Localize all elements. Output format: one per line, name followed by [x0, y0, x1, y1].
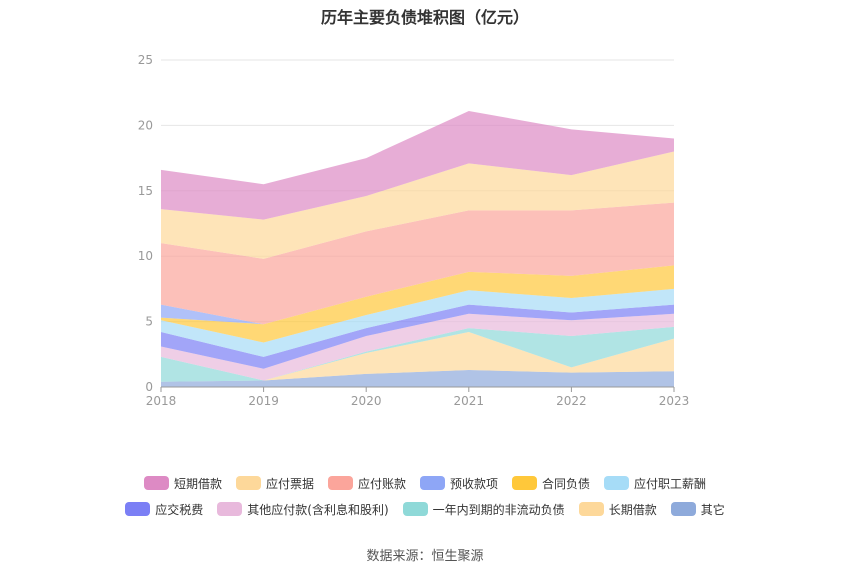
legend-label: 应交税费 [155, 502, 204, 517]
x-axis: 2018 2019 2020 2021 2022 2023 [146, 386, 690, 408]
legend-item[interactable]: 长期借款 [578, 501, 657, 518]
area-series-0 [161, 370, 674, 387]
y-tick-label: 20 [138, 118, 153, 132]
legend-label: 预收款项 [450, 476, 499, 491]
area-series-8 [161, 202, 674, 325]
stacked-area-chart: 0 5 10 15 20 25 2018 2019 2020 2021 2022 2023 [138, 53, 690, 408]
legend-item[interactable]: 应付账款 [327, 475, 406, 492]
x-tick-label: 2023 [659, 394, 690, 408]
legend-swatch [420, 476, 445, 490]
y-tick-label: 10 [138, 249, 153, 263]
area-series-6 [161, 265, 674, 343]
x-tick-label: 2020 [351, 394, 382, 408]
legend-label: 应付票据 [265, 476, 314, 491]
area-series-7 [161, 265, 674, 325]
legend-swatch [143, 476, 169, 490]
legend-swatch [235, 476, 261, 490]
y-tick-label: 25 [138, 53, 153, 67]
y-axis-ticks: 0 5 10 15 20 25 [138, 53, 153, 394]
area-series-2 [161, 326, 674, 382]
x-tick-label: 2019 [248, 394, 279, 408]
y-tick-label: 0 [145, 380, 153, 394]
legend-item[interactable]: 短期借款 [143, 475, 222, 492]
area-series-10 [161, 111, 674, 220]
x-tick-label: 2018 [146, 394, 177, 408]
legend-label: 其他应付款(含利息和股利) [247, 502, 389, 517]
area-series-5 [161, 288, 674, 357]
legend: 短期借款 应付票据 应付账款 预收款项 合同负债 应付职工薪酬 应交税费 其他应付款(含利息… [0, 470, 850, 522]
area-series [161, 111, 674, 387]
legend-label: 其它 [700, 502, 725, 517]
legend-label: 合同负债 [542, 476, 591, 491]
legend-swatch [125, 502, 151, 516]
y-tick-label: 15 [138, 184, 153, 198]
legend-item[interactable]: 预收款项 [420, 475, 498, 492]
legend-swatch [670, 502, 696, 516]
legend-label: 应付职工薪酬 [634, 476, 707, 491]
legend-swatch [217, 502, 243, 516]
legend-swatch [512, 476, 538, 490]
y-tick-label: 5 [145, 315, 153, 329]
legend-swatch [578, 502, 604, 516]
legend-item[interactable]: 合同负债 [512, 475, 590, 492]
legend-item[interactable]: 应付票据 [235, 475, 314, 492]
legend-label: 长期借款 [608, 502, 657, 517]
legend-row-2: 应交税费 其他应付款(含利息和股利) 一年内到期的非流动负债 长期借款 其它 [0, 496, 850, 522]
legend-item[interactable]: 其它 [670, 501, 725, 518]
legend-swatch [604, 476, 630, 490]
legend-item[interactable]: 应付职工薪酬 [604, 475, 706, 492]
x-tick-label: 2021 [454, 394, 485, 408]
legend-swatch [402, 502, 428, 516]
legend-item[interactable]: 一年内到期的非流动负债 [402, 501, 565, 518]
x-tick-label: 2022 [556, 394, 587, 408]
area-series-9 [161, 151, 674, 259]
area-series-3 [161, 313, 674, 381]
legend-swatch [327, 476, 353, 490]
legend-row-1: 短期借款 应付票据 应付账款 预收款项 合同负债 应付职工薪酬 [0, 470, 850, 496]
legend-item[interactable]: 其他应付款(含利息和股利) [217, 501, 389, 518]
legend-label: 一年内到期的非流动负债 [432, 502, 565, 517]
legend-item[interactable]: 应交税费 [125, 501, 203, 518]
legend-label: 短期借款 [173, 476, 222, 491]
area-series-4 [161, 304, 674, 369]
data-source: 数据来源：恒生聚源 [366, 549, 484, 564]
chart-title: 历年主要负债堆积图（亿元） [320, 8, 529, 27]
legend-label: 应付账款 [357, 476, 406, 491]
area-series-1 [161, 332, 674, 382]
